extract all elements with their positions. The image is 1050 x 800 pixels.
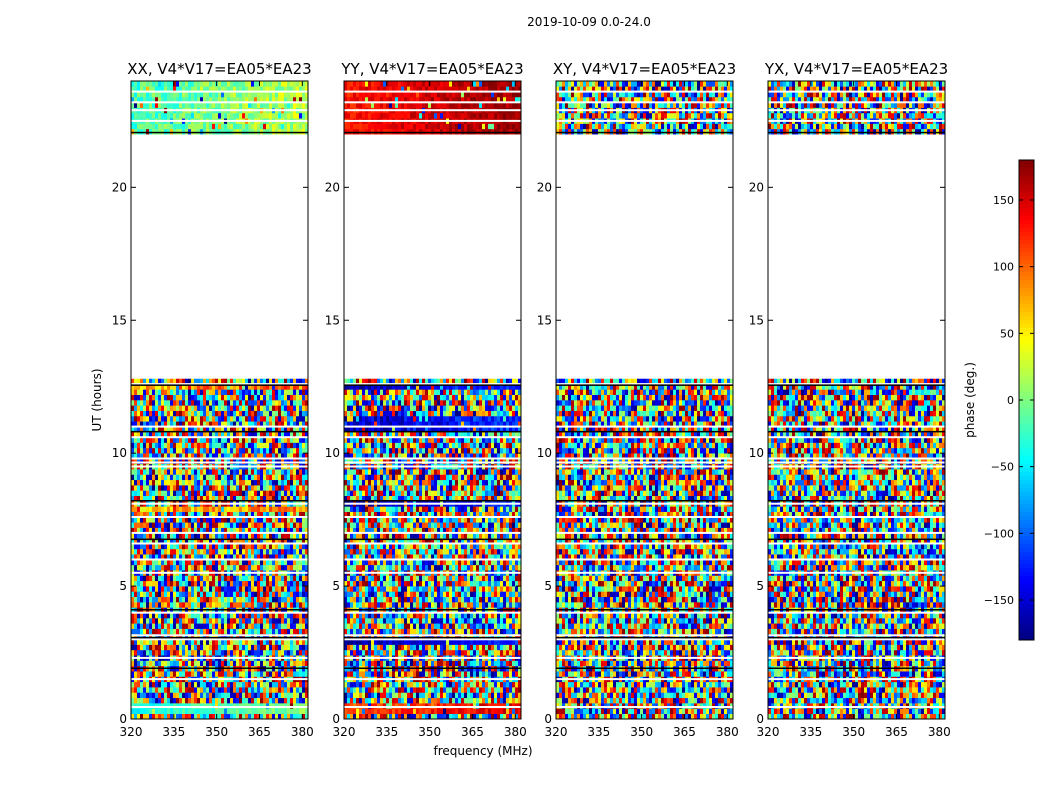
y-tick-label: 5 <box>119 579 127 593</box>
y-tick-label: 15 <box>325 313 340 327</box>
colorbar-tick-label: −150 <box>984 594 1014 607</box>
y-tick-label: 10 <box>325 446 340 460</box>
y-tick-label: 20 <box>112 180 127 194</box>
y-tick-label: 15 <box>749 313 764 327</box>
colorbar-tick-label: −100 <box>984 527 1014 540</box>
colorbar-tick-label: −50 <box>991 461 1014 474</box>
colorbar-tick-label: 50 <box>1000 327 1014 340</box>
panel-2-frame <box>343 80 522 720</box>
y-tick-label: 5 <box>332 579 340 593</box>
panel-3-heatmap <box>556 81 733 719</box>
x-tick-label: 380 <box>291 725 314 739</box>
x-tick-label: 335 <box>162 725 185 739</box>
x-tick-label: 335 <box>375 725 398 739</box>
x-tick-label: 350 <box>630 725 653 739</box>
y-tick-label: 15 <box>112 313 127 327</box>
x-tick-label: 350 <box>842 725 865 739</box>
panel-2-title: YY, V4*V17=EA05*EA23 <box>340 60 523 78</box>
panel-4-title: YX, V4*V17=EA05*EA23 <box>764 60 948 78</box>
panels-group: XX, V4*V17=EA05*EA23 0 5 10 15 20 320 335 350 365… <box>112 60 951 739</box>
x-tick-label: 350 <box>418 725 441 739</box>
y-tick-label: 15 <box>537 313 552 327</box>
y-tick-label: 5 <box>544 579 552 593</box>
panel-3-title: XY, V4*V17=EA05*EA23 <box>553 60 736 78</box>
x-tick-label: 335 <box>799 725 822 739</box>
colorbar-tick-label: 100 <box>993 261 1014 274</box>
y-tick-label: 10 <box>112 446 127 460</box>
y-tick-label: 0 <box>756 712 764 726</box>
y-tick-label: 5 <box>756 579 764 593</box>
x-tick-label: 320 <box>757 725 780 739</box>
colorbar-tick-label: 0 <box>1007 394 1014 407</box>
x-tick-label: 320 <box>545 725 568 739</box>
x-tick-label: 380 <box>928 725 951 739</box>
y-tick-label: 20 <box>325 180 340 194</box>
panel-3-frame <box>555 80 734 720</box>
y-tick-label: 0 <box>544 712 552 726</box>
x-tick-label: 365 <box>461 725 484 739</box>
x-axis-label: frequency (MHz) <box>433 744 532 758</box>
panel-1-frame <box>130 80 309 720</box>
figure-suptitle: 2019-10-09 0.0-24.0 <box>527 15 651 29</box>
x-tick-label: 380 <box>716 725 739 739</box>
panel-4-frame <box>767 80 946 720</box>
x-tick-label: 350 <box>205 725 228 739</box>
x-tick-label: 380 <box>504 725 527 739</box>
y-tick-label: 0 <box>119 712 127 726</box>
x-tick-label: 365 <box>673 725 696 739</box>
x-tick-label: 335 <box>587 725 610 739</box>
y-tick-label: 10 <box>537 446 552 460</box>
panel-3: XY, V4*V17=EA05*EA23 0 5 10 15 20 320 335 350 365… <box>537 60 739 739</box>
panel-1-title: XX, V4*V17=EA05*EA23 <box>127 60 311 78</box>
panel-4-heatmap <box>768 81 945 719</box>
panel-4: YX, V4*V17=EA05*EA23 0 5 10 15 20 320 335 350 365… <box>749 60 951 739</box>
y-axis-label: UT (hours) <box>90 368 104 431</box>
y-tick-label: 0 <box>332 712 340 726</box>
x-tick-label: 365 <box>885 725 908 739</box>
colorbar-tick-label: 150 <box>993 194 1014 207</box>
x-tick-label: 320 <box>120 725 143 739</box>
y-tick-label: 10 <box>749 446 764 460</box>
colorbar: 150 100 50 0 −50 −100 −150 <box>984 159 1035 641</box>
x-tick-label: 320 <box>333 725 356 739</box>
y-tick-label: 20 <box>749 180 764 194</box>
panel-1-heatmap <box>131 81 308 719</box>
panel-1: XX, V4*V17=EA05*EA23 0 5 10 15 20 320 335 350 365… <box>112 60 314 739</box>
colorbar-label: phase (deg.) <box>963 362 977 438</box>
y-tick-label: 20 <box>537 180 552 194</box>
panel-2: YY, V4*V17=EA05*EA23 0 5 10 15 20 320 335 350 365… <box>325 60 527 739</box>
x-tick-label: 365 <box>248 725 271 739</box>
panel-2-heatmap <box>344 81 521 719</box>
